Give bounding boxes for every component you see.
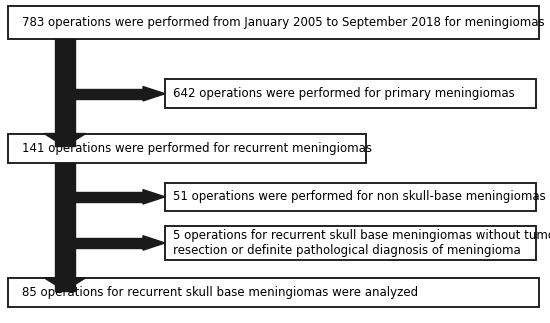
FancyBboxPatch shape [165,226,536,260]
Text: 85 operations for recurrent skull base meningiomas were analyzed: 85 operations for recurrent skull base m… [22,286,418,299]
Polygon shape [75,192,143,202]
Polygon shape [44,278,86,291]
FancyBboxPatch shape [165,183,536,211]
FancyBboxPatch shape [8,278,539,307]
Text: 51 operations were performed for non skull-base meningiomas: 51 operations were performed for non sku… [173,190,546,203]
Text: 783 operations were performed from January 2005 to September 2018 for meningioma: 783 operations were performed from Janua… [22,16,544,29]
Text: 141 operations were performed for recurrent meningiomas: 141 operations were performed for recurr… [22,142,372,155]
FancyBboxPatch shape [165,79,536,108]
Text: 642 operations were performed for primary meningiomas: 642 operations were performed for primar… [173,87,515,100]
Polygon shape [143,190,165,204]
FancyBboxPatch shape [8,134,366,163]
Polygon shape [55,39,75,146]
Polygon shape [75,89,143,99]
Text: 5 operations for recurrent skull base meningiomas without tumor
resection or def: 5 operations for recurrent skull base me… [173,229,550,257]
Polygon shape [143,87,165,101]
FancyBboxPatch shape [8,6,539,39]
Polygon shape [143,236,165,250]
Polygon shape [55,163,75,291]
Polygon shape [44,133,86,147]
Polygon shape [75,238,143,248]
